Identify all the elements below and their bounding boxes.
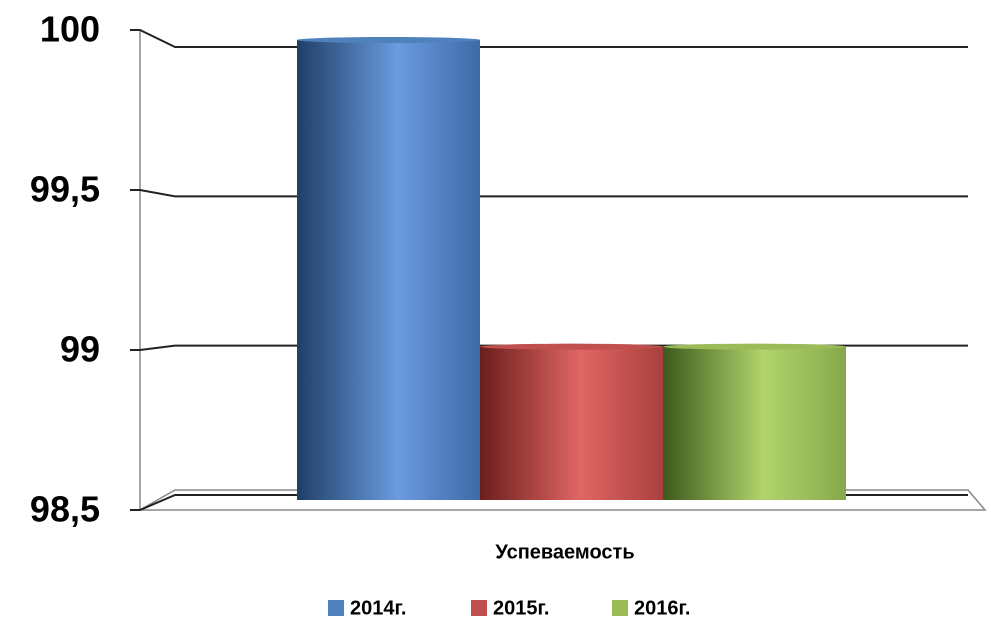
bar: [663, 346, 846, 500]
y-tick-label: 98,5: [30, 489, 100, 530]
y-tick-label: 99,5: [30, 169, 100, 210]
legend-label: 2015г.: [493, 597, 549, 619]
y-tick-label: 99: [60, 329, 100, 370]
bar: [480, 346, 663, 500]
floor: [137, 489, 987, 511]
legend-swatch: [328, 600, 344, 616]
y-tick-label: 100: [40, 9, 100, 50]
grid-line: [130, 29, 968, 48]
bar-top: [297, 37, 480, 43]
x-tick-label: Успеваемость: [495, 541, 634, 563]
grid-line: [130, 189, 968, 198]
legend-swatch: [471, 600, 487, 616]
legend-label: 2014г.: [350, 597, 406, 619]
bar: [297, 40, 480, 500]
legend-swatch: [612, 600, 628, 616]
legend-label: 2016г.: [634, 597, 690, 619]
bar-top: [663, 343, 846, 350]
bar-top: [480, 343, 663, 350]
